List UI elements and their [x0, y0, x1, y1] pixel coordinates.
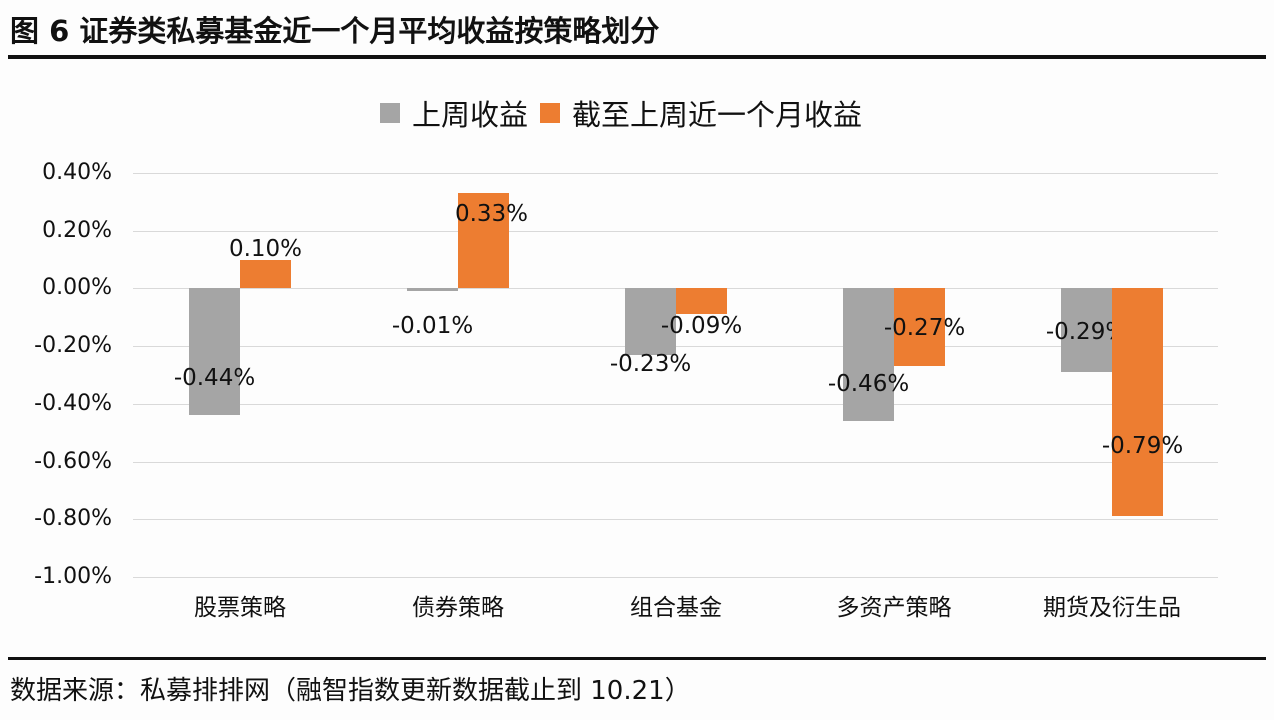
data-label: -0.01% — [391, 313, 474, 339]
x-category-label: 组合基金 — [630, 595, 722, 621]
data-label: -0.79% — [1101, 433, 1184, 459]
data-label: 0.10% — [228, 236, 303, 262]
y-tick-label: -1.00% — [34, 564, 112, 589]
figure-title: 图 6 证券类私募基金近一个月平均收益按策略划分 — [10, 14, 660, 48]
y-tick-label: -0.20% — [34, 333, 112, 358]
y-tick-label: -0.60% — [34, 449, 112, 474]
gridline — [133, 519, 1218, 520]
data-label: -0.27% — [883, 315, 966, 341]
data-label: -0.09% — [660, 313, 743, 339]
legend-item-weekly: 上周收益 — [380, 92, 528, 134]
gridline — [133, 231, 1218, 232]
y-tick-label: 0.00% — [42, 275, 112, 300]
bar-weekly-return — [189, 288, 240, 416]
gridline — [133, 404, 1218, 405]
bar-weekly-return — [1061, 288, 1112, 373]
bottom-rule — [8, 657, 1266, 660]
legend-swatch-orange — [540, 103, 561, 123]
bar-weekly-return — [843, 288, 894, 422]
gridline — [133, 462, 1218, 463]
x-category-label: 多资产策略 — [836, 595, 952, 621]
legend-swatch-gray — [380, 103, 400, 123]
bar-weekly-return — [407, 288, 458, 292]
x-category-label: 股票策略 — [194, 595, 286, 621]
data-label: -0.46% — [827, 371, 910, 397]
x-category-label: 期货及衍生品 — [1043, 595, 1181, 621]
y-tick-label: 0.20% — [42, 218, 112, 243]
data-label: 0.33% — [454, 201, 529, 227]
y-tick-label: 0.40% — [42, 160, 112, 185]
source-note: 数据来源：私募排排网（融智指数更新数据截止到 10.21） — [10, 676, 691, 706]
x-category-label: 债券策略 — [412, 595, 504, 621]
top-rule — [8, 55, 1266, 59]
legend-label: 上周收益 — [412, 98, 529, 132]
bar-monthly-return — [894, 288, 945, 367]
bar-monthly-return — [458, 193, 509, 289]
bar-monthly-return — [1112, 288, 1163, 517]
gridline — [133, 577, 1218, 578]
bar-weekly-return — [625, 288, 676, 355]
bar-monthly-return — [240, 259, 291, 289]
legend-item-monthly: 截至上周近一个月收益 — [540, 92, 862, 134]
gridline — [133, 173, 1218, 174]
data-label: -0.44% — [173, 365, 256, 391]
legend-label: 截至上周近一个月收益 — [572, 98, 863, 132]
y-tick-label: -0.40% — [34, 391, 112, 416]
chart-legend: 上周收益 截至上周近一个月收益 — [380, 92, 874, 134]
bar-monthly-return — [676, 288, 727, 315]
y-tick-label: -0.80% — [34, 506, 112, 531]
data-label: -0.23% — [609, 351, 692, 377]
